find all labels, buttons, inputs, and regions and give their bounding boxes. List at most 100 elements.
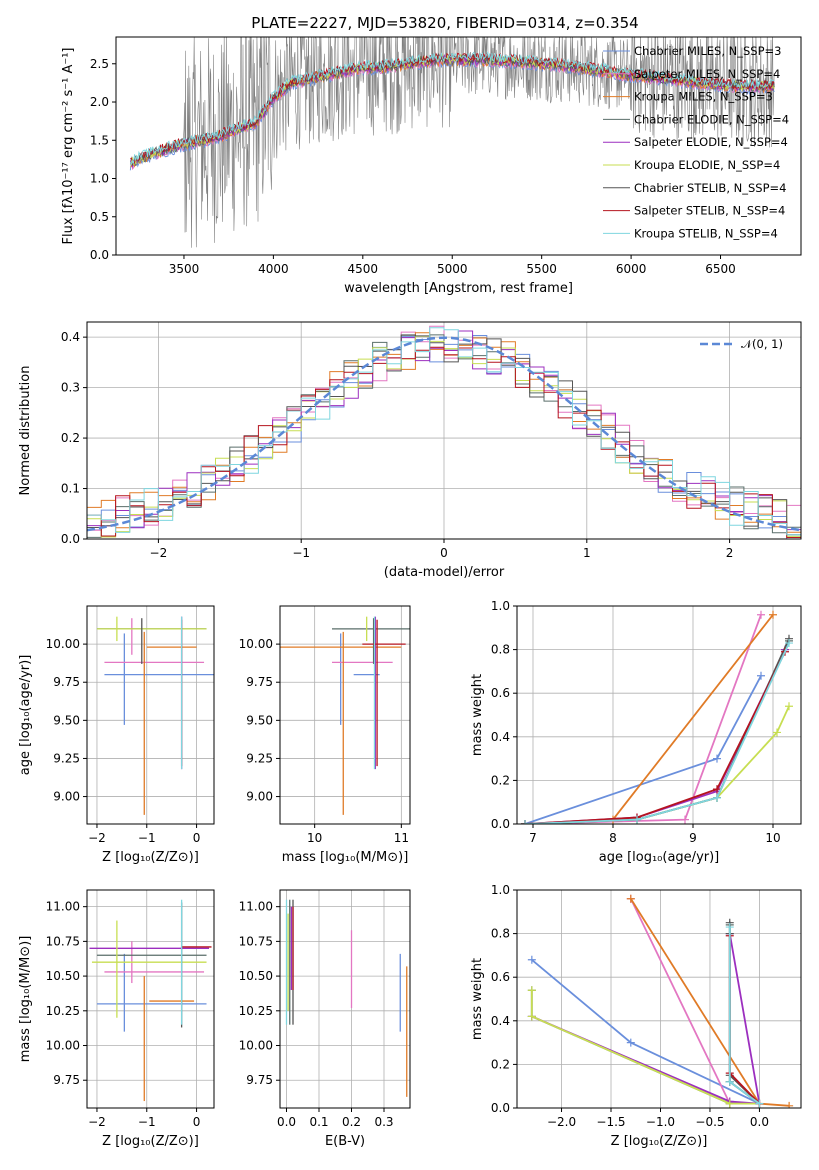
x-tick-label: 0.3 bbox=[374, 1115, 393, 1129]
y-tick-label: 10.00 bbox=[46, 637, 80, 651]
x-tick-label: 0.0 bbox=[750, 1115, 769, 1129]
data-point bbox=[769, 610, 777, 619]
x-tick-label: −1 bbox=[138, 1115, 156, 1129]
y-axis-label: mass weight bbox=[470, 674, 485, 756]
data-point bbox=[527, 986, 536, 995]
x-axis-label: wavelength [Angstrom, rest frame] bbox=[344, 281, 573, 296]
data-point bbox=[785, 702, 793, 711]
x-tick-label: 0.1 bbox=[309, 1115, 328, 1129]
axes-frame bbox=[279, 889, 411, 1109]
panel-age-vs-Z: −2 −1 0 9.00 9.25 9.50 9.75 10.00 Z [log₁₀(Z/Z⊙)… bbox=[18, 605, 215, 865]
series-line bbox=[524, 614, 774, 824]
y-tick-label: 1.0 bbox=[90, 172, 109, 186]
x-tick-label: −1 bbox=[292, 546, 310, 560]
y-tick-label: 0.4 bbox=[491, 1014, 510, 1028]
y-tick-label: 2.5 bbox=[90, 57, 109, 71]
x-tick-label: 3500 bbox=[169, 262, 200, 276]
y-tick-label: 10.25 bbox=[46, 1004, 80, 1018]
x-tick-label: 9 bbox=[689, 831, 697, 845]
y-tick-label: 1.5 bbox=[90, 133, 109, 147]
data-point bbox=[626, 1038, 635, 1047]
x-tick-label: 1 bbox=[583, 546, 591, 560]
legend-entry: Chabrier MILES, N_SSP=3 bbox=[634, 44, 781, 58]
y-tick-label: 0.0 bbox=[491, 817, 510, 831]
y-tick-label: 0.8 bbox=[491, 643, 510, 657]
plot-area-mass-weight-vs-age bbox=[521, 610, 793, 824]
y-tick-label: 1.0 bbox=[491, 883, 510, 897]
x-tick-label: 10 bbox=[765, 831, 780, 845]
legend-entry: Kroupa STELIB, N_SSP=4 bbox=[634, 226, 778, 240]
data-point bbox=[725, 1077, 734, 1086]
y-tick-label: 0.5 bbox=[90, 210, 109, 224]
data-point bbox=[785, 1101, 794, 1108]
y-tick-label: 9.00 bbox=[246, 790, 273, 804]
data-point bbox=[626, 894, 635, 903]
x-axis-label: Z [log₁₀(Z/Z⊙)] bbox=[102, 850, 199, 865]
x-tick-label: 0 bbox=[193, 831, 201, 845]
y-axis-label: mass weight bbox=[470, 958, 485, 1040]
y-axis-label: Flux [fλ10⁻¹⁷ erg cm⁻² s⁻¹ A⁻¹] bbox=[61, 48, 76, 245]
series-line bbox=[524, 675, 762, 824]
plot-area-residuals bbox=[87, 325, 801, 539]
y-tick-label: 0.1 bbox=[61, 482, 80, 496]
data-point bbox=[521, 820, 529, 824]
x-tick-label: −2 bbox=[88, 831, 106, 845]
x-tick-label: 0.0 bbox=[277, 1115, 296, 1129]
panel-mass-vs-ebv: 0.0 0.1 0.2 0.3 9.75 10.00 10.25 10.50 10.75 11.0… bbox=[239, 889, 411, 1149]
x-tick-label: 5000 bbox=[437, 262, 468, 276]
series-line bbox=[524, 640, 790, 824]
data-point bbox=[713, 785, 721, 794]
y-tick-label: 0.4 bbox=[61, 330, 80, 344]
axes-frame bbox=[86, 889, 215, 1109]
x-tick-label: 6500 bbox=[705, 262, 736, 276]
axes-frame bbox=[279, 605, 411, 825]
y-tick-label: 9.25 bbox=[53, 751, 80, 765]
y-tick-label: 0.4 bbox=[491, 730, 510, 744]
legend-entry: Kroupa MILES, N_SSP=3 bbox=[634, 90, 773, 104]
y-tick-label: 10.00 bbox=[46, 1039, 80, 1053]
y-tick-label: 0.2 bbox=[61, 431, 80, 445]
data-point bbox=[527, 955, 536, 964]
x-tick-label: 0 bbox=[193, 1115, 201, 1129]
plot-area-spectrum bbox=[129, 37, 775, 248]
data-point bbox=[713, 793, 721, 802]
plot-area-mass-vs-Z bbox=[89, 899, 212, 1102]
y-tick-label: 0.2 bbox=[491, 1057, 510, 1071]
series-line bbox=[524, 638, 790, 824]
data-point bbox=[681, 815, 689, 824]
legend-entry: Chabrier ELODIE, N_SSP=4 bbox=[634, 112, 789, 126]
plot-area-age-vs-mass bbox=[280, 616, 410, 815]
x-axis-label: Z [log₁₀(Z/Z⊙)] bbox=[611, 1134, 708, 1149]
y-tick-label: 9.50 bbox=[246, 713, 273, 727]
panel-mass-vs-Z: −2 −1 0 9.75 10.00 10.25 10.50 10.75 11.00 Z [log… bbox=[18, 889, 215, 1149]
y-tick-label: 10.50 bbox=[239, 969, 273, 983]
legend-entry: 𝒩(0, 1) bbox=[741, 337, 783, 351]
y-axis-label: Normed distribution bbox=[18, 366, 33, 496]
x-tick-label: 2 bbox=[726, 546, 734, 560]
y-tick-label: 11.00 bbox=[46, 900, 80, 914]
y-tick-label: 0.0 bbox=[61, 532, 80, 546]
series-line bbox=[524, 614, 762, 824]
y-tick-label: 10.75 bbox=[46, 934, 80, 948]
panel-age-vs-mass: 10 11 9.00 9.25 9.50 9.75 10.00 mass [log₁₀(M/M… bbox=[239, 605, 411, 865]
y-tick-label: 2.0 bbox=[90, 95, 109, 109]
x-tick-label: −0.5 bbox=[695, 1115, 724, 1129]
model-line bbox=[129, 51, 775, 166]
y-tick-label: 9.75 bbox=[53, 675, 80, 689]
x-tick-label: −2 bbox=[150, 546, 168, 560]
x-axis-label: age [log₁₀(age/yr)] bbox=[599, 850, 720, 865]
x-tick-label: 8 bbox=[609, 831, 617, 845]
y-tick-label: 9.25 bbox=[246, 751, 273, 765]
normal-curve bbox=[87, 336, 801, 532]
legend-entry: Kroupa ELODIE, N_SSP=4 bbox=[634, 158, 780, 172]
data-point bbox=[725, 923, 734, 932]
series-line bbox=[524, 651, 786, 824]
data-point bbox=[713, 754, 721, 763]
legend-entry: Chabrier STELIB, N_SSP=4 bbox=[634, 181, 786, 195]
panel-mass-weight-vs-Z: −2.0 −1.5 −1.0 −0.5 0.0 0.0 0.2 0.4 0.6 0.8 1.0 Z [… bbox=[470, 883, 802, 1149]
y-tick-label: 9.50 bbox=[53, 713, 80, 727]
x-axis-label: Z [log₁₀(Z/Z⊙)] bbox=[102, 1134, 199, 1149]
axes-frame bbox=[516, 605, 802, 825]
y-tick-label: 0.0 bbox=[90, 248, 109, 262]
x-tick-label: −1.0 bbox=[646, 1115, 675, 1129]
